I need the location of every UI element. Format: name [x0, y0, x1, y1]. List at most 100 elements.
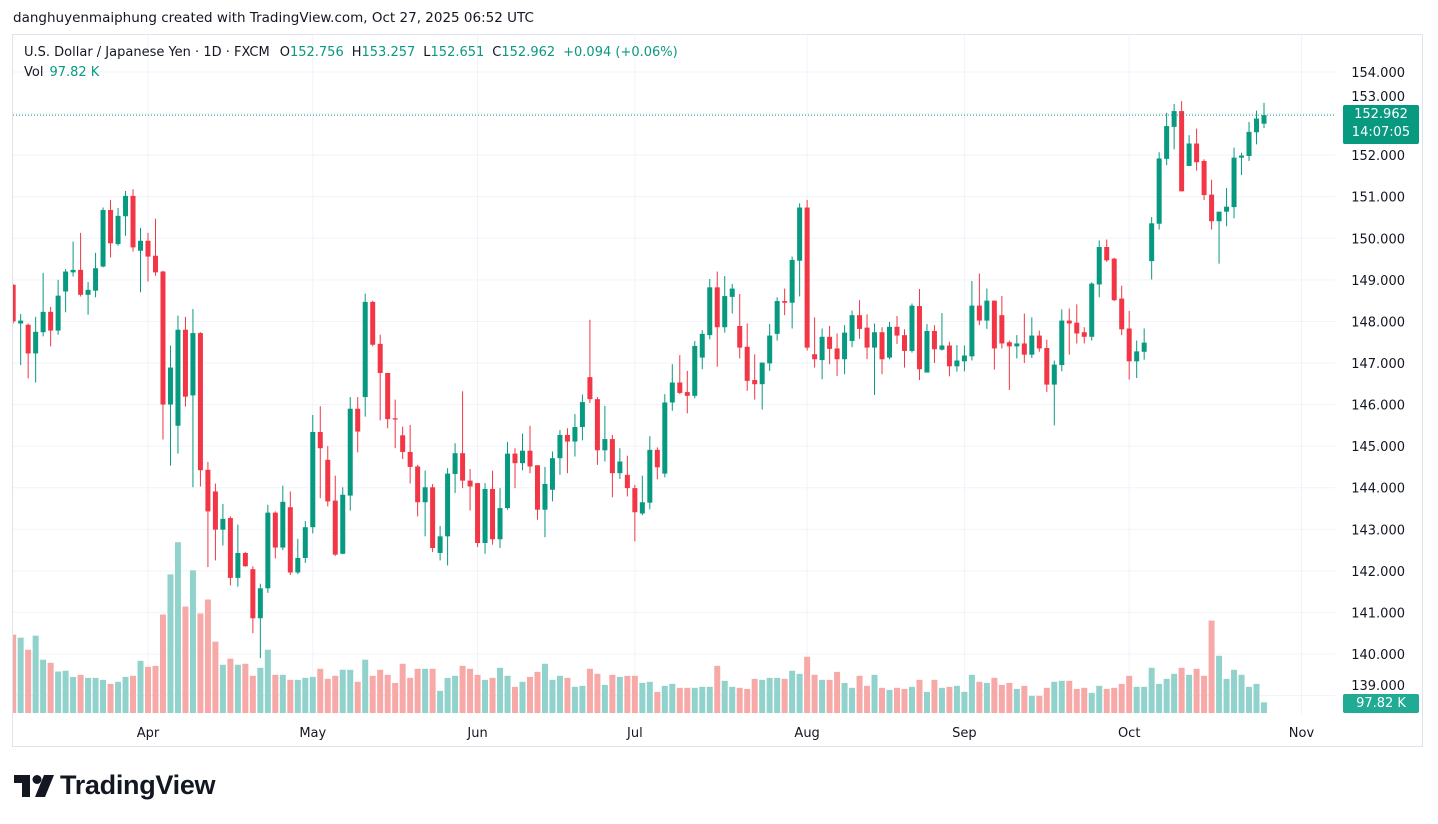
candle-body — [1111, 258, 1117, 301]
candle-body — [407, 451, 413, 467]
candle-body — [579, 402, 585, 428]
candle-body — [609, 439, 615, 474]
candle-body — [864, 327, 870, 348]
candle-body — [684, 392, 690, 396]
volume-bar — [1058, 680, 1065, 713]
y-tick-label: 148.000 — [1351, 315, 1405, 330]
candle-body — [782, 301, 788, 303]
candle-body — [1119, 298, 1125, 330]
candle-body — [602, 439, 608, 451]
volume-bar — [339, 669, 346, 713]
chart-panel[interactable] — [12, 34, 1423, 747]
volume-bar — [751, 678, 758, 713]
volume-bar — [272, 674, 279, 713]
candle-body — [63, 271, 69, 292]
volume-bar — [212, 641, 219, 713]
volume-bar — [32, 635, 39, 713]
x-tick-label: Oct — [1118, 726, 1140, 741]
volume-bar — [579, 685, 586, 713]
x-tick-label: May — [299, 726, 326, 741]
tradingview-logo[interactable]: TradingView — [14, 770, 216, 801]
candle-body — [1216, 211, 1222, 222]
volume-bar — [302, 677, 309, 713]
volume-bar — [923, 691, 930, 713]
volume-bar — [1178, 667, 1185, 713]
candle-body — [138, 240, 144, 251]
volume-bar — [1013, 688, 1020, 713]
candle-body — [295, 557, 301, 573]
volume-bar — [234, 664, 241, 713]
y-tick-label: 154.000 — [1351, 66, 1405, 81]
volume-bar — [47, 662, 54, 713]
volume-bar — [699, 686, 706, 713]
volume-bar — [174, 542, 181, 713]
volume-bar — [729, 686, 736, 713]
candle-body — [145, 240, 151, 257]
volume-bar — [294, 679, 301, 713]
volume-bar — [107, 683, 114, 713]
volume-bar — [392, 682, 399, 713]
candle-body — [639, 502, 645, 514]
close-label: C — [492, 45, 502, 60]
candle-body — [872, 332, 878, 348]
volume-bar — [1066, 680, 1073, 713]
candle-body — [916, 306, 922, 370]
candle-body — [1194, 143, 1200, 163]
y-tick-label: 144.000 — [1351, 482, 1405, 497]
candle-body — [497, 508, 503, 540]
volume-bar — [826, 679, 833, 713]
candle-body — [347, 408, 353, 496]
volume-bar — [40, 659, 47, 713]
volume-bar — [474, 674, 481, 713]
volume-bar — [130, 675, 137, 713]
candle-body — [557, 434, 563, 459]
symbol-title[interactable]: U.S. Dollar / Japanese Yen · 1D · FXCM — [24, 45, 270, 60]
candle-body — [422, 487, 428, 503]
candle-body — [48, 311, 54, 331]
candle-body — [767, 335, 773, 364]
candle-body — [182, 329, 188, 397]
volume-bar — [541, 663, 548, 713]
candle-body — [1014, 343, 1020, 347]
volume-bar — [1133, 686, 1140, 713]
candle-body — [842, 332, 848, 360]
volume-bar — [594, 673, 601, 713]
volume-bar — [62, 670, 69, 713]
candle-body — [377, 343, 383, 373]
candle-body — [55, 295, 61, 331]
low-value: 152.651 — [430, 45, 485, 60]
candle-body — [1141, 342, 1147, 352]
volume-bar — [534, 671, 541, 713]
candle-body — [445, 473, 451, 537]
candle-body — [1051, 364, 1057, 385]
volume-bar — [1126, 675, 1133, 713]
close-value: 152.962 — [501, 45, 556, 60]
volume-bar — [691, 687, 698, 713]
candle-body — [392, 418, 398, 420]
x-tick-label: Sep — [952, 726, 977, 741]
candle-body — [280, 501, 286, 548]
volume-bar — [571, 686, 578, 713]
volume-bar — [497, 667, 504, 713]
volume-bar — [789, 670, 796, 713]
candle-body — [115, 215, 121, 245]
candle-body — [1006, 342, 1012, 347]
volume-bar — [721, 680, 728, 713]
candle-body — [385, 372, 391, 420]
volume-bar — [152, 665, 159, 713]
candle-body — [804, 207, 810, 348]
volume-bar — [1073, 688, 1080, 713]
volume-label[interactable]: Vol — [24, 65, 44, 80]
volume-bar — [938, 687, 945, 713]
volume-bar — [85, 677, 92, 713]
volume-bar — [1186, 674, 1193, 713]
volume-bar — [616, 676, 623, 713]
candle-body — [332, 500, 338, 555]
candle-body — [325, 459, 331, 502]
candle-body — [467, 480, 473, 487]
candle-body — [1029, 335, 1035, 355]
volume-bar — [332, 675, 339, 713]
candle-body — [1261, 115, 1267, 124]
volume-bar — [841, 682, 848, 713]
